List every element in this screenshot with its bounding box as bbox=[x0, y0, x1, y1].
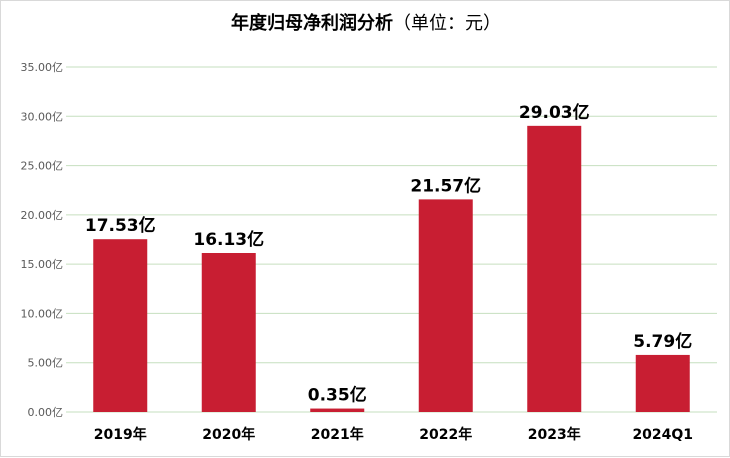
data-label: 29.03亿 bbox=[519, 102, 590, 123]
data-label: 16.13亿 bbox=[193, 229, 264, 250]
y-tick-label: 30.00亿 bbox=[21, 110, 64, 123]
y-tick-label: 10.00亿 bbox=[21, 307, 64, 320]
bar bbox=[93, 239, 148, 412]
bar bbox=[201, 253, 256, 412]
x-tick-label: 2023年 bbox=[528, 426, 581, 443]
bar bbox=[418, 199, 473, 412]
data-label: 17.53亿 bbox=[85, 215, 156, 236]
data-label: 5.79亿 bbox=[633, 331, 692, 352]
y-tick-label: 0.00亿 bbox=[28, 406, 64, 419]
y-tick-label: 35.00亿 bbox=[21, 61, 64, 74]
chart-title-unit: （单位：元） bbox=[393, 13, 501, 34]
x-tick-label: 2022年 bbox=[419, 426, 472, 443]
chart-title: 年度归母净利润分析（单位：元） bbox=[1, 9, 730, 35]
x-tick-label: 2024Q1 bbox=[632, 427, 693, 443]
bar bbox=[310, 408, 365, 412]
data-label: 21.57亿 bbox=[410, 175, 481, 196]
chart-title-main: 年度归母净利润分析 bbox=[231, 13, 393, 34]
y-tick-label: 25.00亿 bbox=[21, 160, 64, 173]
bar bbox=[527, 125, 582, 413]
x-tick-label: 2020年 bbox=[202, 426, 255, 443]
x-tick-label: 2019年 bbox=[94, 426, 147, 443]
x-tick-label: 2021年 bbox=[311, 426, 364, 443]
y-tick-label: 15.00亿 bbox=[21, 258, 64, 271]
bar bbox=[635, 354, 690, 412]
y-tick-label: 5.00亿 bbox=[28, 357, 64, 370]
y-tick-label: 20.00亿 bbox=[21, 209, 64, 222]
data-label: 0.35亿 bbox=[308, 385, 367, 406]
